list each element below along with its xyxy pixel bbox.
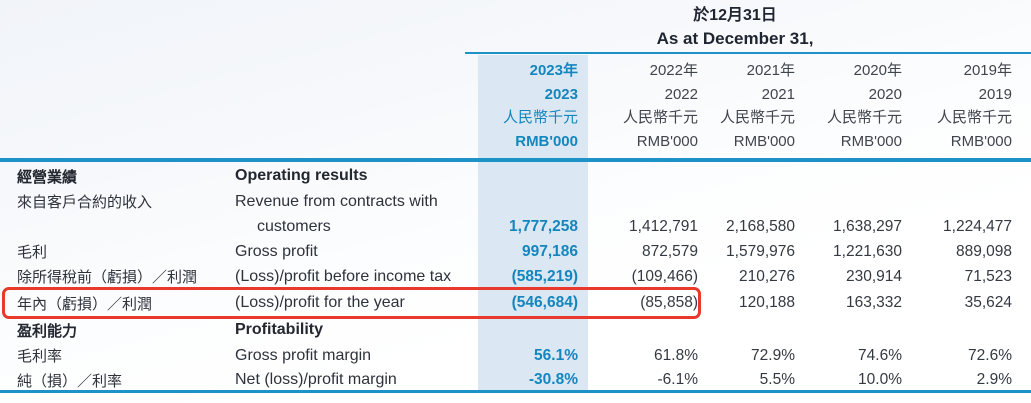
row-label-en-continued: customers: [257, 217, 331, 235]
row-label-zh: 除所得稅前（虧損）／利潤: [17, 269, 198, 286]
column-year-zh: 2023年: [529, 62, 578, 79]
value-cell: 210,276: [738, 267, 795, 285]
row-label-en: Revenue from contracts with: [235, 192, 438, 210]
value-cell: 72.6%: [968, 346, 1012, 364]
value-cell: 74.6%: [858, 346, 902, 364]
row-label-zh: 經營業績: [17, 168, 78, 186]
value-cell: 2.9%: [976, 371, 1012, 388]
column-header: 2023年 2023 人民幣千元 RMB'000: [478, 59, 588, 153]
value-cell: 71,523: [964, 267, 1012, 285]
column-headers: 2023年 2023 人民幣千元 RMB'000 2022年 2022 人民幣千元 RMB'0…: [478, 59, 1022, 153]
table-header-titles: 於12月31日 As at December 31,: [440, 4, 1030, 51]
column-unit-zh: 人民幣千元: [502, 109, 578, 126]
column-unit: RMB'000: [840, 132, 902, 150]
value-cell: 1,224,477: [943, 217, 1012, 235]
value-cell: 889,098: [955, 242, 1012, 260]
value-cell: 35,624: [964, 294, 1012, 311]
row-label-en: Net (loss)/profit margin: [235, 371, 397, 388]
column-unit: RMB'000: [636, 132, 698, 150]
highlight-column-2023: [478, 55, 588, 392]
column-year: 2021: [761, 85, 795, 103]
table-rule-bottom: [0, 390, 1031, 393]
row-label-zh: 毛利率: [17, 348, 63, 365]
column-year-zh: 2020年: [853, 62, 902, 79]
row-label-zh: 年內（虧損）／利潤: [17, 295, 153, 313]
value-cell: 56.1%: [534, 346, 578, 364]
value-cell: (546,684): [511, 294, 578, 311]
header-title-en: As at December 31,: [656, 29, 814, 48]
row-label-zh: 盈利能力: [17, 322, 78, 340]
table-row-section: 盈利能力 Profitability: [0, 317, 1031, 343]
value-cell: (85,858): [640, 294, 698, 311]
column-year-zh: 2019年: [963, 62, 1012, 79]
table-row: customers 1,777,258 1,412,791 2,168,580 1,63…: [0, 214, 1031, 239]
table-row: 純（損）／利率 Net (loss)/profit margin -30.8% -6.…: [0, 368, 1031, 392]
row-label-en: Gross profit: [235, 242, 318, 260]
table-body: 經營業績 Operating results 來自客戶合約的收入 Revenue fr…: [0, 163, 1031, 392]
value-cell: 163,332: [845, 294, 902, 311]
value-cell: 72.9%: [751, 346, 795, 364]
table-row: 毛利 Gross profit 997,186 872,579 1,579,976 1,2…: [0, 239, 1031, 264]
value-cell: 1,638,297: [833, 217, 902, 235]
column-year-zh: 2021年: [746, 62, 795, 79]
value-cell: 230,914: [845, 267, 902, 285]
value-cell: 997,186: [521, 242, 578, 260]
column-header: 2021年 2021 人民幣千元 RMB'000: [708, 59, 805, 153]
value-cell: -30.8%: [528, 371, 578, 388]
row-label-zh: 純（損）／利率: [17, 372, 123, 390]
header-rule-top: [465, 52, 1031, 54]
column-header: 2020年 2020 人民幣千元 RMB'000: [805, 59, 912, 153]
table-row: 除所得稅前（虧損）／利潤 (Loss)/profit before income …: [0, 264, 1031, 289]
row-label-en: Operating results: [235, 167, 368, 184]
column-unit: RMB'000: [950, 132, 1012, 150]
column-unit: RMB'000: [733, 132, 795, 150]
column-year-zh: 2022年: [649, 62, 698, 79]
column-year: 2023: [544, 85, 578, 103]
value-cell: 120,188: [738, 294, 795, 311]
value-cell: (109,466): [631, 267, 698, 285]
row-label-en: Profitability: [235, 321, 324, 338]
header-title-zh: 於12月31日: [693, 7, 777, 24]
table-row: 年內（虧損）／利潤 (Loss)/profit for the year (546,…: [0, 289, 1031, 317]
value-cell: 10.0%: [858, 371, 902, 388]
value-cell: 872,579: [641, 242, 698, 260]
value-cell: (585,219): [511, 267, 578, 285]
value-cell: 1,777,258: [509, 217, 578, 235]
column-unit: RMB'000: [515, 132, 578, 150]
value-cell: 1,579,976: [726, 242, 795, 260]
column-unit-zh: 人民幣千元: [936, 109, 1012, 126]
row-label-en: (Loss)/profit before income tax: [235, 267, 452, 285]
column-year: 2020: [868, 85, 902, 103]
table-row: 來自客戶合約的收入 Revenue from contracts with: [0, 189, 1031, 214]
value-cell: 1,221,630: [833, 242, 902, 260]
value-cell: 5.5%: [759, 371, 795, 388]
row-label-zh: 毛利: [17, 244, 48, 261]
value-cell: 2,168,580: [726, 217, 795, 235]
row-label-en: Gross profit margin: [235, 346, 372, 364]
column-header: 2019年 2019 人民幣千元 RMB'000: [912, 59, 1022, 153]
column-header: 2022年 2022 人民幣千元 RMB'000: [588, 59, 708, 153]
value-cell: 61.8%: [654, 346, 698, 364]
row-label-zh: 來自客戶合約的收入: [17, 194, 153, 211]
row-label-en: (Loss)/profit for the year: [235, 294, 405, 311]
column-unit-zh: 人民幣千元: [622, 109, 698, 126]
table-row: 毛利率 Gross profit margin 56.1% 61.8% 72.9% 74.…: [0, 343, 1031, 368]
table-row-section: 經營業績 Operating results: [0, 163, 1031, 189]
column-unit-zh: 人民幣千元: [719, 109, 795, 126]
value-cell: -6.1%: [657, 371, 699, 388]
column-year: 2019: [978, 85, 1012, 103]
column-year: 2022: [664, 85, 698, 103]
column-unit-zh: 人民幣千元: [826, 109, 902, 126]
value-cell: 1,412,791: [629, 217, 698, 235]
table-rule-header: [0, 158, 1031, 162]
